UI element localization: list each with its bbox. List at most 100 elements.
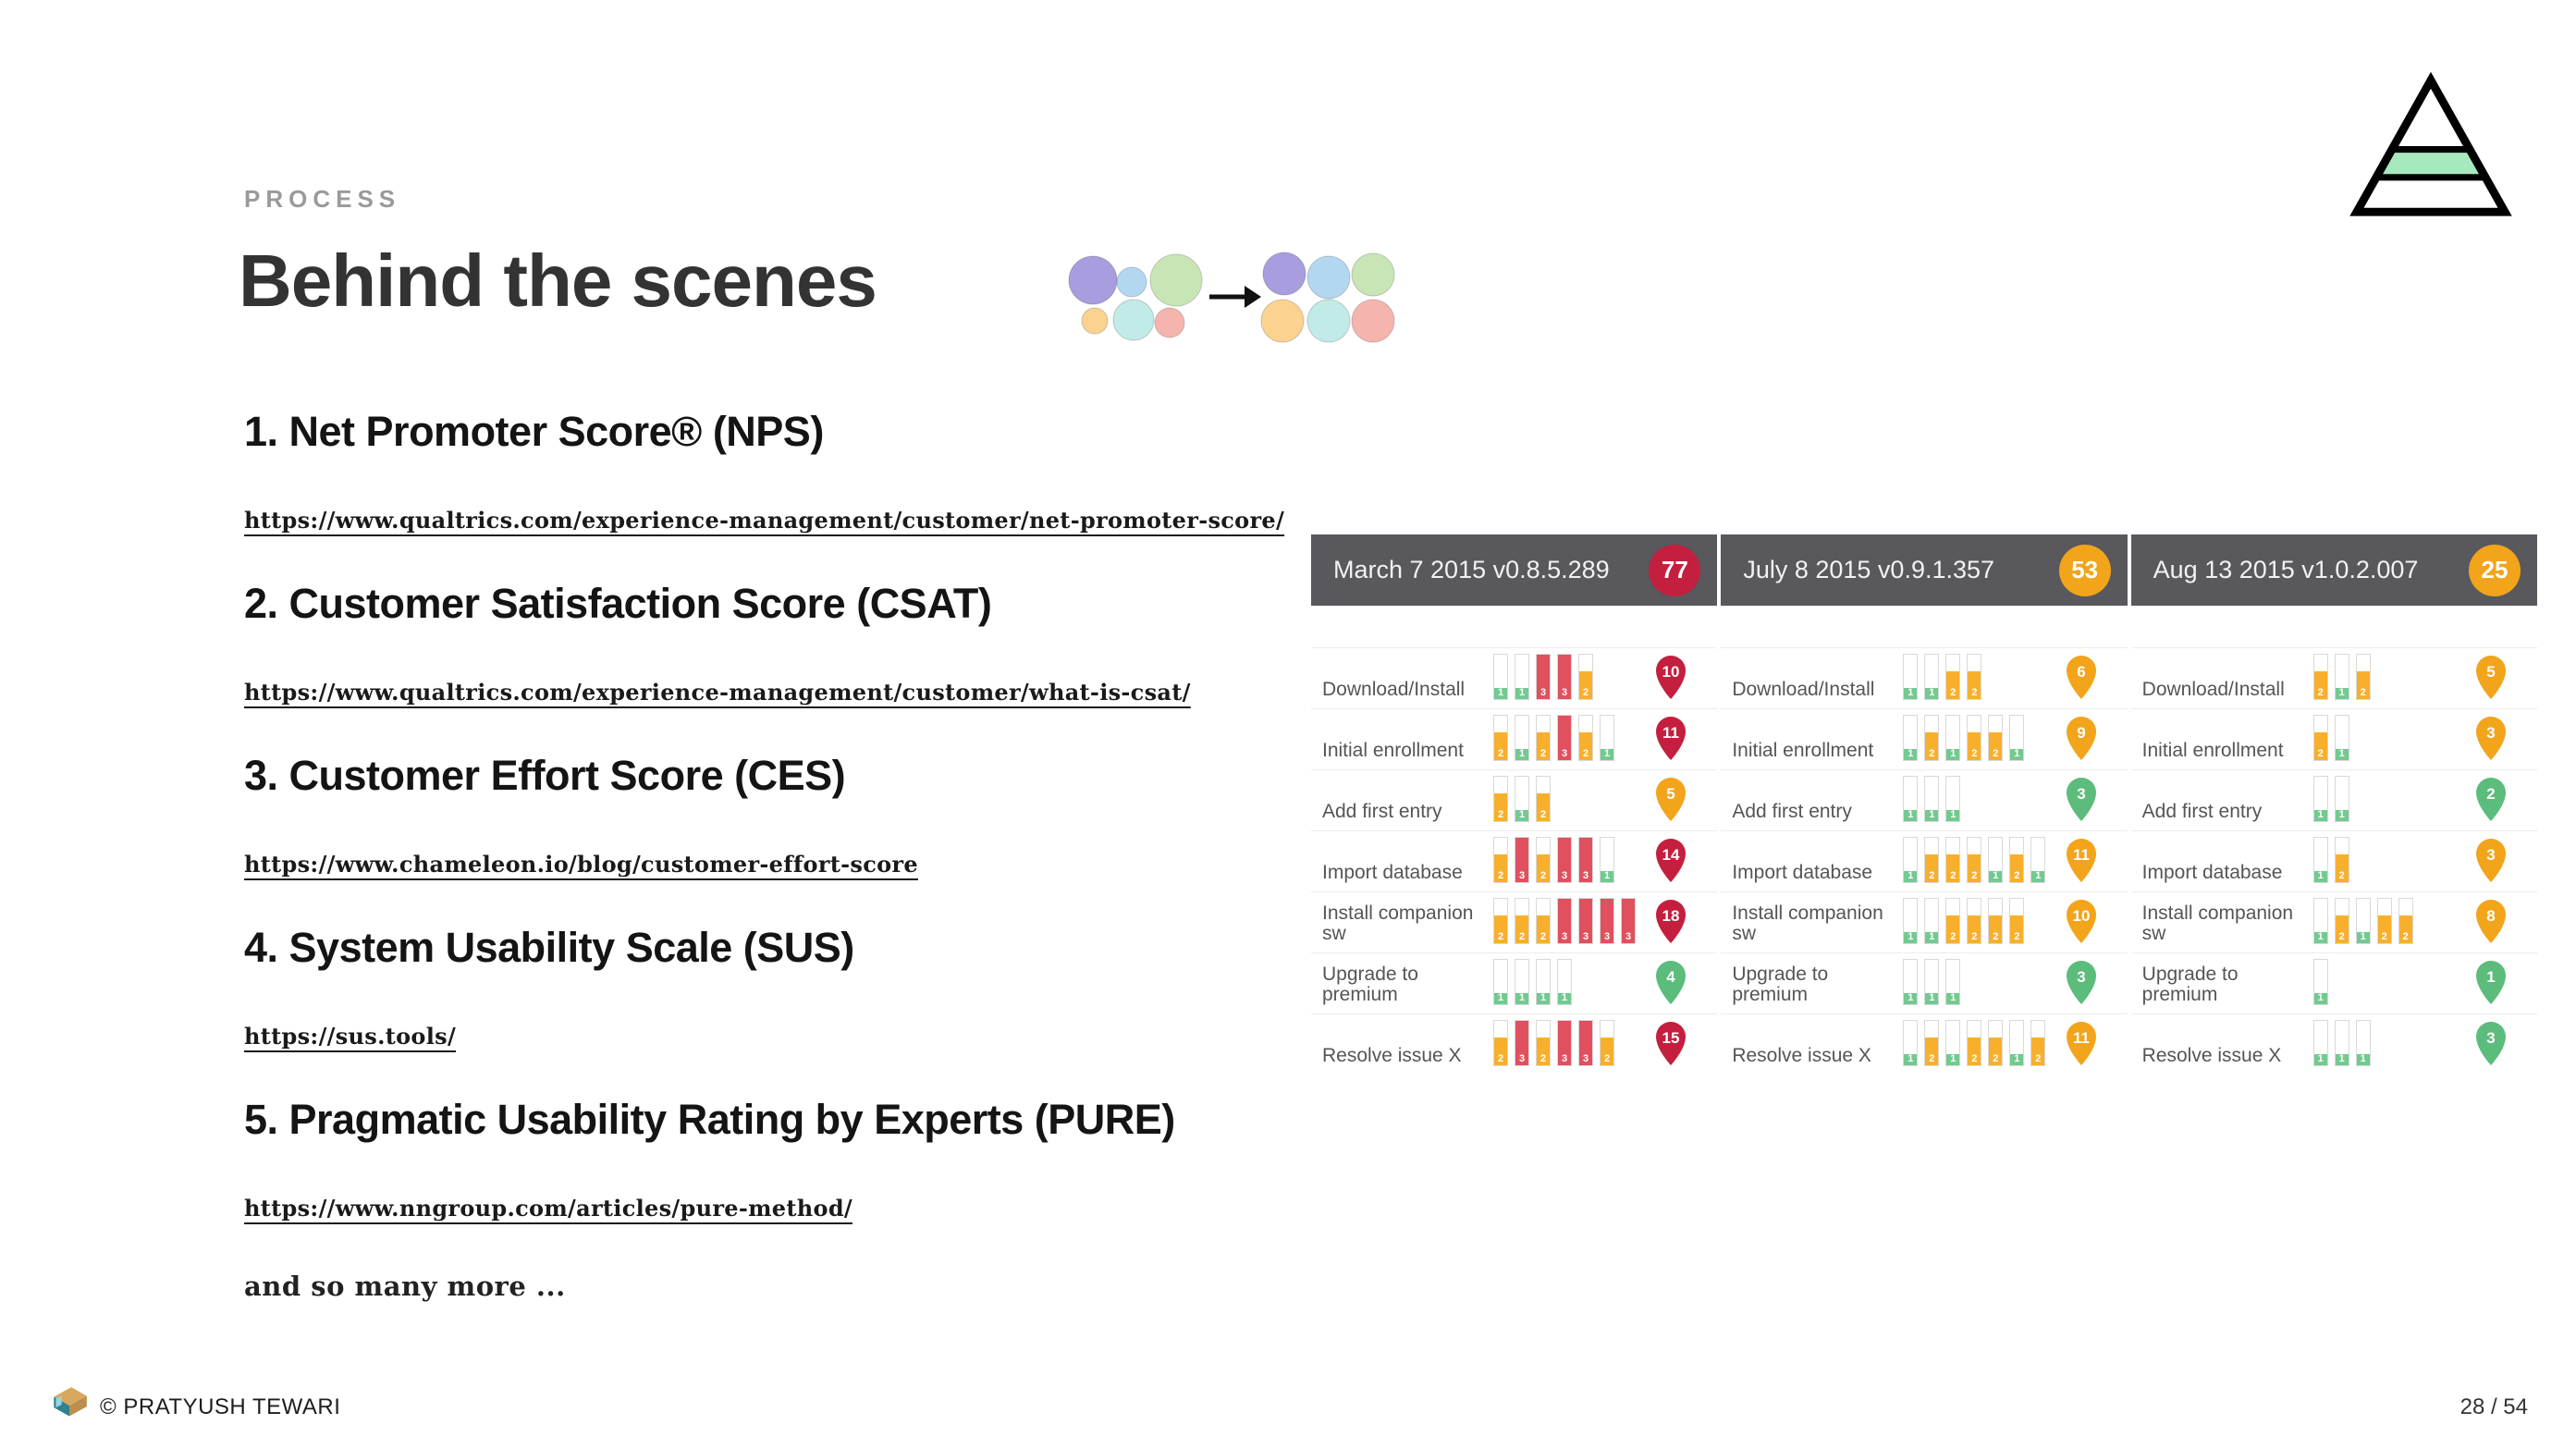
rating-bar-fill [2356,1053,2370,1065]
score-pin: 11 [2063,1018,2100,1066]
rating-value: 1 [1929,931,1935,942]
rating-bar: 1 [1600,837,1614,883]
metric-link[interactable]: https://sus.tools/ [244,1023,457,1050]
rating-value: 2 [1993,931,1999,942]
rating-bar: 2 [1988,898,2004,944]
score-pin: 6 [2063,652,2100,700]
rating-bar: 2 [1493,715,1508,761]
pure-table-header: March 7 2015 v0.8.5.289 77 July 8 2015 v0.… [1311,534,2537,606]
rating-bar: 2 [1945,654,1961,700]
rating-bar: 3 [1557,898,1572,944]
rating-bars: 1 [2312,959,2328,1005]
rating-bars: 1 2 2 2 1 2 1 [1903,837,2046,883]
score-pin: 11 [1652,713,1689,761]
rating-value: 1 [1603,748,1611,759]
rating-bar-fill [1946,671,1960,699]
score-pin: 4 [1652,957,1689,1005]
rating-bar-fill [1537,732,1550,760]
svg-text:14: 14 [1662,846,1680,864]
rating-bar: 1 [1924,776,1940,822]
rating-bar-fill [2335,915,2349,943]
rating-bar: 2 [2398,898,2413,944]
rating-bar: 2 [2376,898,2392,944]
rating-bar: 1 [2312,837,2328,883]
task-row: Upgrade to premium 1 1 1 3 [1721,952,2128,1013]
task-label: Initial enrollment [1732,739,1874,761]
rating-value: 1 [1950,1053,1957,1064]
rating-value: 2 [1603,1053,1611,1064]
rating-value: 2 [1497,1053,1504,1064]
rating-bars: 1 2 1 2 2 1 [1903,715,2025,761]
rating-value: 1 [2014,748,2020,759]
rating-bar-fill [2313,931,2327,943]
metric-link[interactable]: https://www.qualtrics.com/experience-man… [244,679,1191,706]
task-row: Upgrade to premium 1 1 [2130,952,2537,1013]
rating-bar: 2 [1924,715,1940,761]
rating-bar: 2 [2030,1020,2046,1066]
metric-heading: 2. Customer Satisfaction Score (CSAT) [244,580,992,627]
pure-table-body: Download/Install 1 1 3 3 2 10 Initial enrollmen… [1311,647,2537,1074]
release-header-cell: July 8 2015 v0.9.1.357 53 [1721,534,2128,606]
svg-text:5: 5 [1667,785,1675,803]
rating-value: 1 [2317,931,2324,942]
metric-link[interactable]: https://www.chameleon.io/blog/customer-e… [244,851,918,878]
rating-bar-fill [1601,1038,1613,1065]
release-title: Aug 13 2015 v1.0.2.007 [2153,556,2419,583]
rating-bar: 3 [1578,837,1593,883]
score-pin: 10 [2063,896,2100,944]
rating-bar: 2 [1967,898,1982,944]
rating-value: 1 [1929,992,1935,1003]
rating-value: 1 [2338,809,2345,820]
rating-bar-fill [1601,748,1613,760]
rating-bar-fill [1946,748,1960,760]
rating-bars: 1 2 1 2 2 1 2 [1903,1020,2046,1066]
metric-link[interactable]: https://www.nngroup.com/articles/pure-me… [244,1195,853,1222]
rating-bar: 1 [2355,1020,2371,1066]
rating-bar: 3 [1515,837,1529,883]
task-row: Initial enrollment 2 1 2 3 2 1 11 [1311,708,1718,769]
release-header-cell: March 7 2015 v0.8.5.289 77 [1311,534,1718,606]
rating-value: 2 [2014,870,2020,881]
score-pin: 8 [2472,896,2509,944]
rating-bar-fill [1904,748,1918,760]
metric-item: 3. Customer Effort Score (CES) https://ww… [244,755,1335,878]
rating-bar-fill [1579,1021,1592,1065]
rating-value: 2 [2014,931,2020,942]
svg-text:3: 3 [2486,1029,2495,1047]
rating-bar: 2 [1967,715,1982,761]
rating-bar-fill [1494,992,1507,1004]
rating-value: 3 [1582,931,1589,942]
rating-value: 2 [1950,931,1957,942]
rating-bar: 3 [1578,898,1593,944]
score-pin: 5 [1652,774,1689,822]
rating-value: 3 [1582,1053,1589,1064]
svg-text:3: 3 [2486,724,2495,742]
release-column: Download/Install 1 1 3 3 2 10 Initial enrollmen… [1311,647,1718,1074]
task-row: Resolve issue X 1 2 1 2 2 1 2 11 [1721,1013,2128,1074]
task-label: Download/Install [2141,678,2285,700]
rating-bar-fill [1494,854,1507,882]
rating-bar-fill [2335,1053,2349,1065]
rating-value: 1 [1950,809,1957,820]
rating-bars: 1 1 1 [2312,1020,2371,1066]
svg-text:9: 9 [2077,724,2085,742]
rating-value: 2 [2317,748,2324,759]
metric-heading: 5. Pragmatic Usability Rating by Experts… [244,1096,1175,1143]
rating-bar-fill [2356,931,2370,943]
rating-bars: 1 1 1 1 [1493,959,1572,1005]
metric-link[interactable]: https://www.qualtrics.com/experience-man… [244,507,1285,534]
svg-text:11: 11 [2073,846,2090,864]
rating-value: 3 [1561,1053,1568,1064]
rating-bar-fill [1904,1053,1918,1065]
score-pin: 3 [2472,713,2509,761]
rating-bar-fill [1494,1038,1507,1065]
metric-heading: 1. Net Promoter Score® (NPS) [244,408,824,455]
rating-value: 1 [1907,931,1914,942]
score-pin: 3 [2063,957,2100,1005]
rating-bar: 1 [1903,776,1919,822]
rating-bar-fill [1494,732,1507,760]
rating-value: 2 [1971,870,1978,881]
rating-value: 2 [1971,1053,1978,1064]
rating-bar-fill [1946,854,1960,882]
rating-bar: 2 [2334,898,2349,944]
